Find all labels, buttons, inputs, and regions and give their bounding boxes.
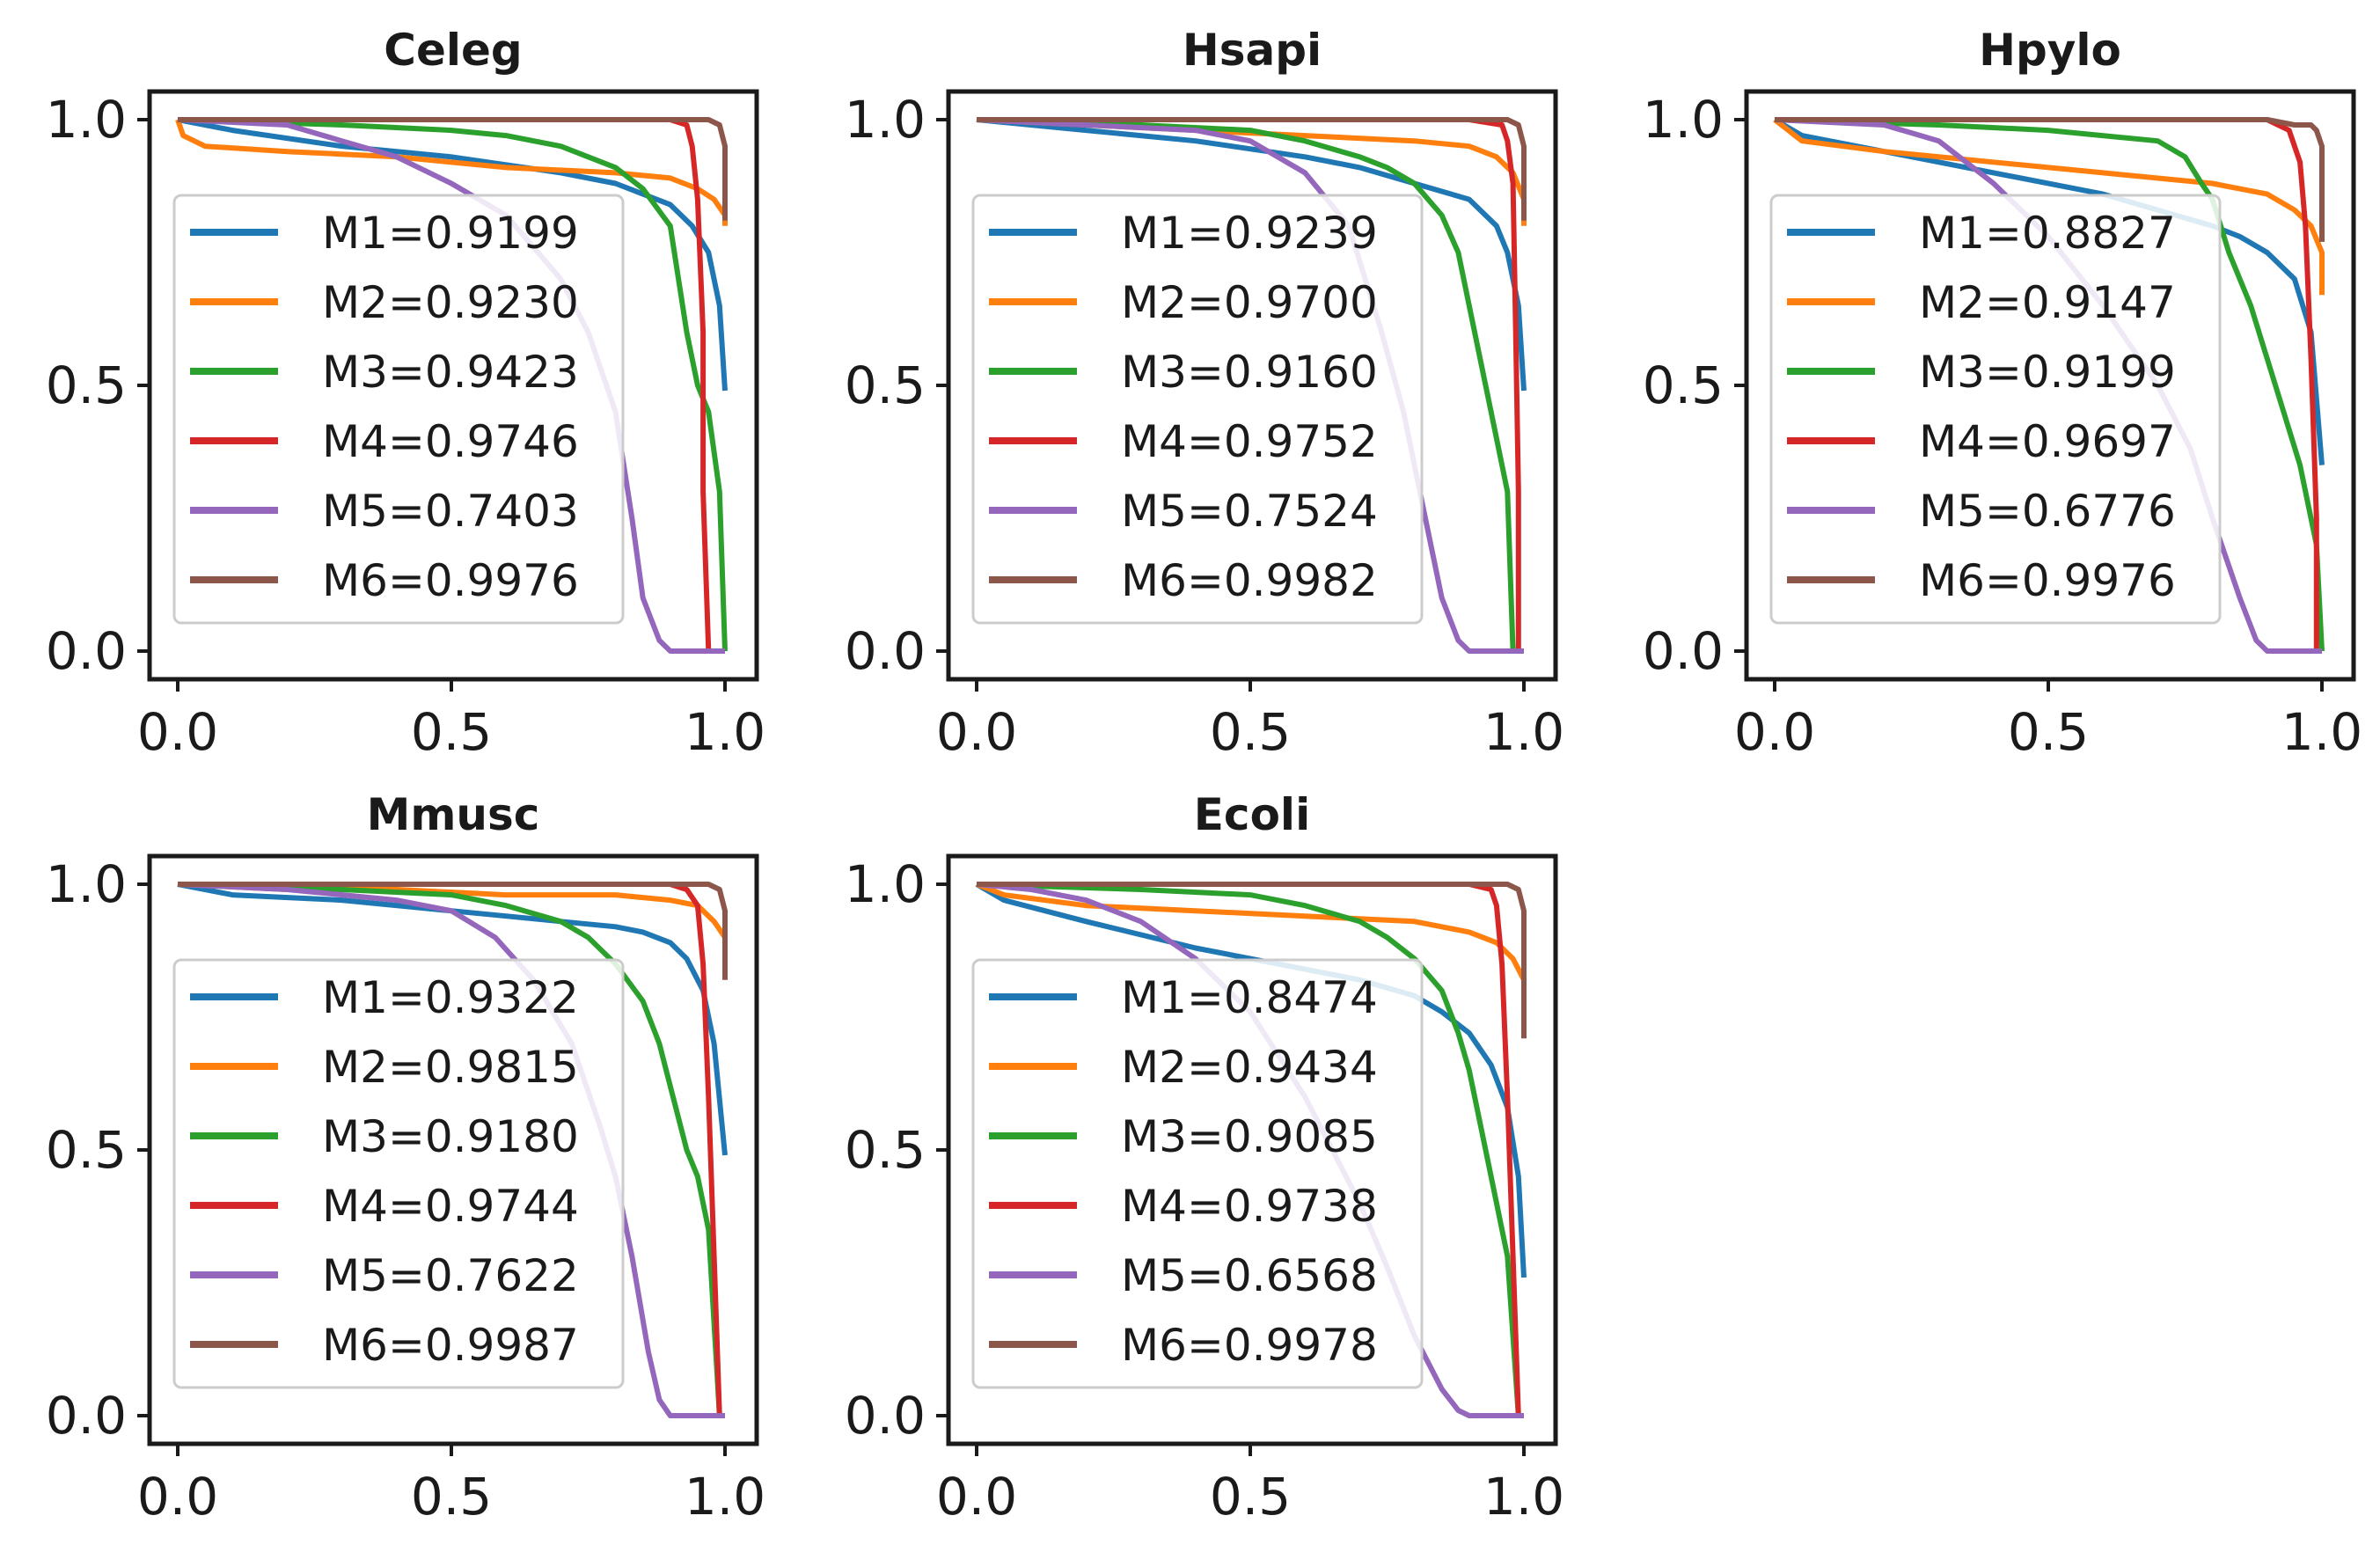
y-tick-label: 1.0 — [46, 854, 127, 914]
legend: M1=0.9239 M2=0.9700 M3=0.9160 M4=0.9752 M5=0… — [971, 194, 1424, 625]
legend-label-m1: M1=0.9199 — [322, 208, 579, 259]
y-tick-label: 1.0 — [845, 90, 926, 150]
legend: M1=0.9199 M2=0.9230 M3=0.9423 M4=0.9746 M5=0… — [172, 194, 625, 625]
y-tick-label: 0.0 — [1643, 621, 1724, 681]
y-tick-label: 0.5 — [46, 355, 127, 415]
x-tick-label: 1.0 — [1483, 702, 1564, 762]
series-line-m3 — [976, 117, 1516, 652]
y-tick-label: 0.0 — [46, 1386, 127, 1446]
y-tick-label: 0.5 — [46, 1120, 127, 1180]
legend-box — [971, 958, 1424, 1389]
series-line-m6 — [977, 117, 1527, 221]
legend: M1=0.8474 M2=0.9434 M3=0.9085 M4=0.9738 M5=0… — [971, 958, 1424, 1389]
legend-label-m3: M3=0.9423 — [322, 347, 579, 398]
series-line-m3 — [177, 117, 728, 652]
x-tick-label: 0.0 — [137, 702, 218, 762]
x-tick-label: 1.0 — [2281, 702, 2362, 762]
series-line-m6 — [977, 882, 1527, 1039]
legend-label-m2: M2=0.9434 — [1121, 1042, 1378, 1093]
x-tick-label: 0.0 — [936, 702, 1017, 762]
x-tick-label: 0.5 — [2008, 702, 2089, 762]
legend-label-m5: M5=0.6776 — [1919, 486, 2176, 537]
legend-label-m3: M3=0.9180 — [322, 1111, 579, 1162]
x-tick-label: 0.0 — [936, 1467, 1017, 1527]
series-lines — [976, 117, 1527, 654]
legend-label-m4: M4=0.9697 — [1919, 416, 2176, 467]
legend-label-m5: M5=0.7524 — [1121, 486, 1378, 537]
panel-celeg: Celeg 0.0 0.5 1.0 0.0 0.5 1.0 M1=0.9199 M2=0.923… — [46, 25, 765, 762]
legend-label-m2: M2=0.9230 — [322, 277, 579, 328]
panel-title: Hsapi — [1183, 25, 1322, 76]
legend-label-m1: M1=0.9239 — [1121, 208, 1378, 259]
x-tick-label: 1.0 — [685, 702, 765, 762]
legend-label-m1: M1=0.8474 — [1121, 972, 1378, 1023]
x-tick-label: 0.5 — [1210, 702, 1291, 762]
legend-label-m3: M3=0.9160 — [1121, 347, 1378, 398]
y-tick-label: 1.0 — [46, 90, 127, 150]
legend-box — [172, 958, 625, 1389]
y-tick-label: 0.0 — [845, 621, 926, 681]
legend-label-m1: M1=0.9322 — [322, 972, 579, 1023]
series-line-m2 — [1773, 117, 2325, 296]
series-line-m3 — [177, 882, 722, 1417]
legend-label-m2: M2=0.9147 — [1919, 277, 2176, 328]
panel-hsapi: Hsapi 0.0 0.5 1.0 0.0 0.5 1.0 M1=0.9239 M2=0.970… — [845, 25, 1564, 762]
legend-label-m6: M6=0.9978 — [1121, 1320, 1378, 1371]
legend-label-m5: M5=0.7403 — [322, 486, 579, 537]
panel-mmusc: Mmusc 0.0 0.5 1.0 0.0 0.5 1.0 M1=0.9322 M2=0.981… — [46, 789, 765, 1527]
x-tick-label: 0.5 — [1210, 1467, 1291, 1527]
legend-label-m6: M6=0.9976 — [1919, 555, 2176, 606]
panel-title: Celeg — [384, 25, 522, 76]
x-tick-label: 0.5 — [411, 702, 492, 762]
series-line-m3 — [976, 882, 1521, 1417]
legend: M1=0.8827 M2=0.9147 M3=0.9199 M4=0.9697 M5=0… — [1769, 194, 2222, 625]
y-tick-label: 0.5 — [845, 355, 926, 415]
y-tick-label: 0.5 — [1643, 355, 1724, 415]
legend-box — [172, 194, 625, 625]
legend: M1=0.9322 M2=0.9815 M3=0.9180 M4=0.9744 M5=0… — [172, 958, 625, 1389]
legend-label-m6: M6=0.9982 — [1121, 555, 1378, 606]
legend-label-m5: M5=0.7622 — [322, 1250, 579, 1301]
series-line-m6 — [178, 882, 728, 980]
y-tick-label: 0.0 — [46, 621, 127, 681]
series-line-m2 — [975, 882, 1527, 1001]
legend-label-m4: M4=0.9752 — [1121, 416, 1378, 467]
legend-box — [1769, 194, 2222, 625]
legend-label-m3: M3=0.9085 — [1121, 1111, 1378, 1162]
series-line-m6 — [1775, 117, 2325, 242]
panel-title: Ecoli — [1194, 789, 1310, 840]
panel-hpylo: Hpylo 0.0 0.5 1.0 0.0 0.5 1.0 M1=0.8827 M2=0.914… — [1643, 25, 2362, 762]
x-tick-label: 1.0 — [1483, 1467, 1564, 1527]
legend-label-m3: M3=0.9199 — [1919, 347, 2176, 398]
x-tick-label: 0.0 — [1734, 702, 1815, 762]
legend-label-m4: M4=0.9744 — [322, 1181, 579, 1232]
series-line-m2 — [175, 119, 728, 226]
x-tick-label: 0.5 — [411, 1467, 492, 1527]
series-line-m1 — [177, 117, 728, 392]
y-tick-label: 1.0 — [1643, 90, 1724, 150]
panel-ecoli: Ecoli 0.0 0.5 1.0 0.0 0.5 1.0 M1=0.8474 M2=0.943… — [845, 789, 1564, 1527]
legend-box — [971, 194, 1424, 625]
legend-label-m1: M1=0.8827 — [1919, 208, 2176, 259]
series-line-m6 — [178, 117, 728, 221]
y-tick-label: 0.5 — [845, 1120, 926, 1180]
legend-label-m5: M5=0.6568 — [1121, 1250, 1378, 1301]
panel-title: Hpylo — [1979, 25, 2121, 76]
legend-label-m4: M4=0.9746 — [322, 416, 579, 467]
legend-label-m2: M2=0.9700 — [1121, 277, 1378, 328]
x-tick-label: 0.0 — [137, 1467, 218, 1527]
x-tick-label: 1.0 — [685, 1467, 765, 1527]
legend-label-m2: M2=0.9815 — [322, 1042, 579, 1093]
y-tick-label: 1.0 — [845, 854, 926, 914]
legend-label-m6: M6=0.9987 — [322, 1320, 579, 1371]
legend-label-m6: M6=0.9976 — [322, 555, 579, 606]
y-tick-label: 0.0 — [845, 1386, 926, 1446]
panel-title: Mmusc — [367, 789, 540, 840]
legend-label-m4: M4=0.9738 — [1121, 1181, 1378, 1232]
